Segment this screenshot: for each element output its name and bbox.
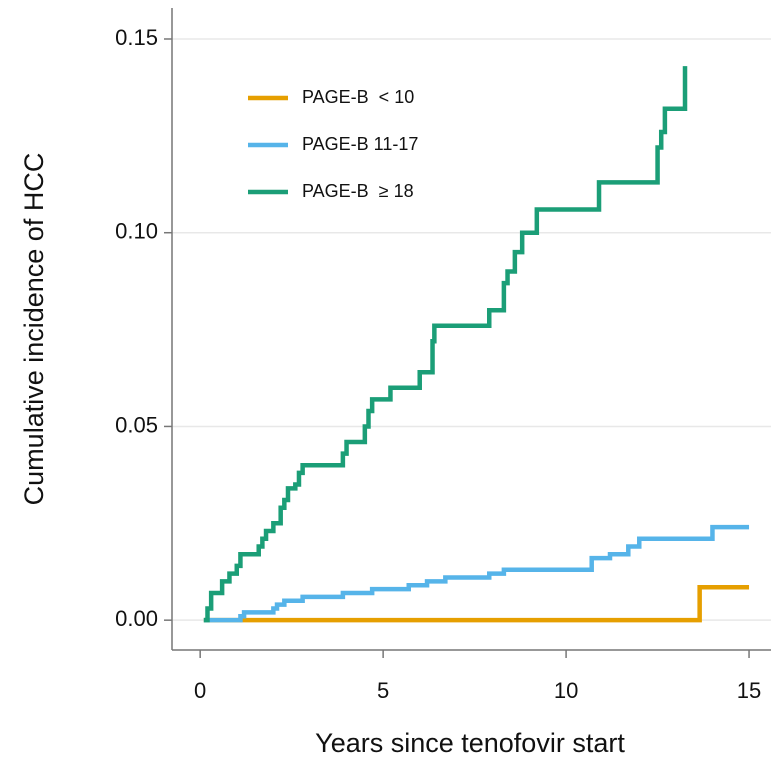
x-tick-label: 15	[737, 678, 761, 703]
x-tick-label: 0	[194, 678, 206, 703]
y-tick-label: 0.15	[115, 25, 158, 50]
x-tick-label: 5	[377, 678, 389, 703]
y-tick-label: 0.10	[115, 219, 158, 244]
y-tick-label: 0.05	[115, 412, 158, 437]
legend-label: PAGE-B ≥ 18	[302, 181, 414, 201]
step-line	[203, 524, 750, 623]
y-tick-label: 0.00	[115, 606, 158, 631]
y-axis-title: Cumulative incidence of HCC	[19, 153, 49, 506]
step-line	[203, 584, 750, 623]
legend-label: PAGE-B < 10	[302, 87, 414, 107]
step-line	[203, 66, 688, 623]
x-axis-title: Years since tenofovir start	[315, 728, 625, 758]
legend-label: PAGE-B 11-17	[302, 134, 418, 154]
x-tick-label: 10	[554, 678, 578, 703]
